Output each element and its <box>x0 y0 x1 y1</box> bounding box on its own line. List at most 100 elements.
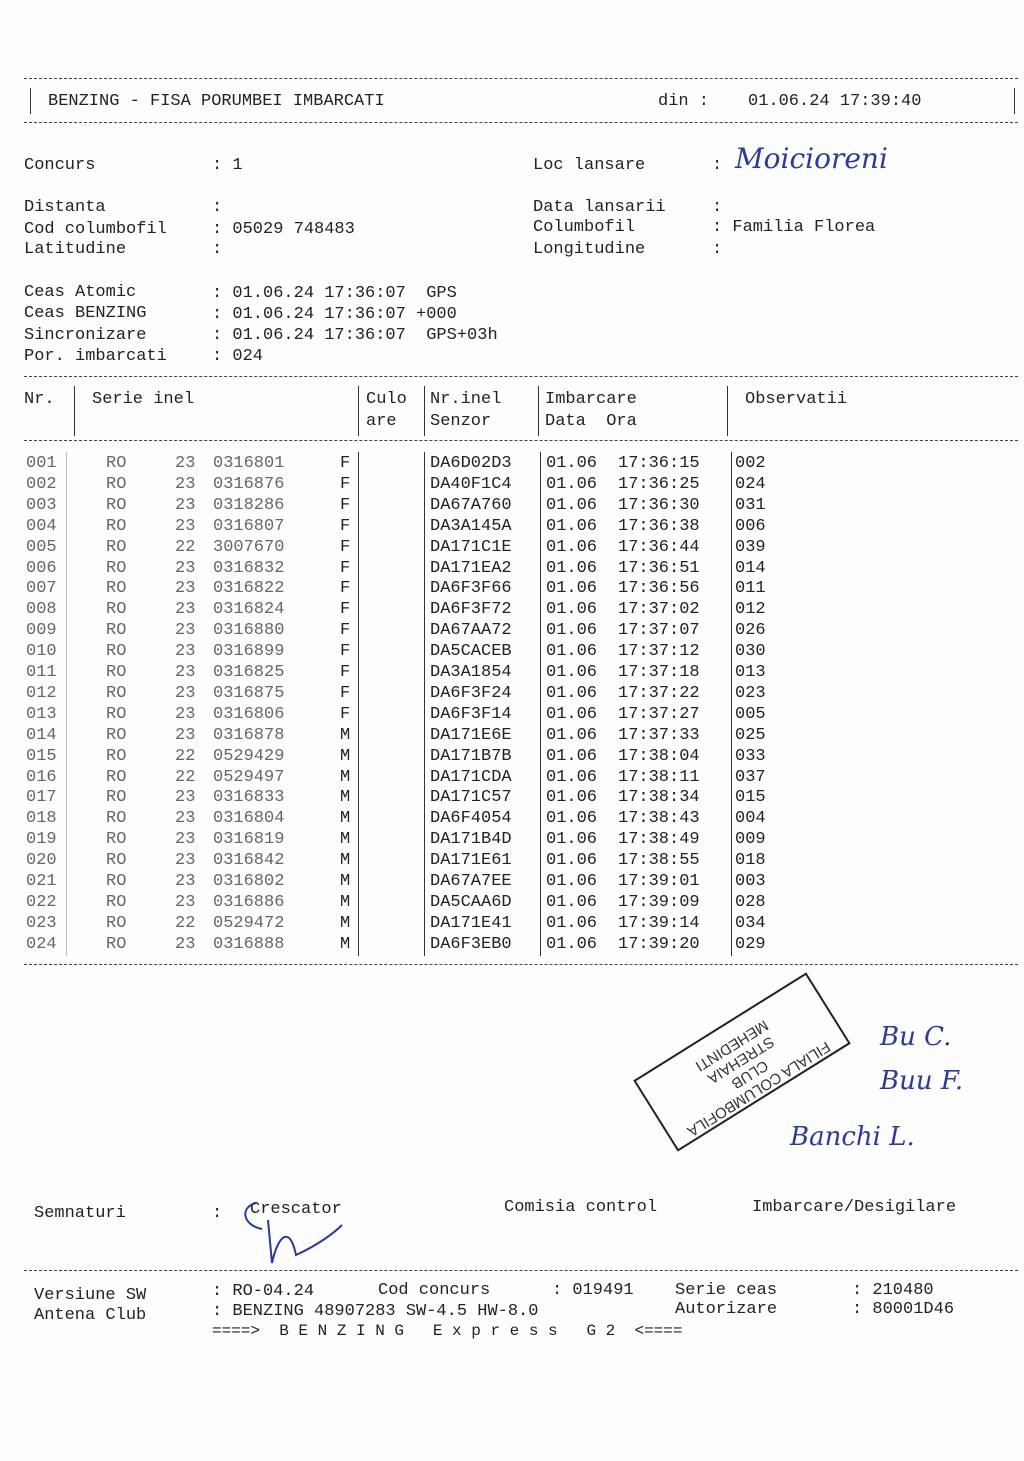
sex: M <box>340 767 351 787</box>
sensor-id: DA171E41 <box>430 913 512 933</box>
table-row: 024 RO 23 0316888 M DA6F3EB0 01.06 17:39:20 029 <box>0 935 1024 956</box>
table-row: 018 RO 23 0316804 M DA6F4054 01.06 17:38:43 004 <box>0 809 1024 830</box>
col-line <box>727 386 728 436</box>
date: 01.06 <box>546 892 598 912</box>
year: 23 <box>175 788 196 808</box>
observation: 026 <box>735 621 766 641</box>
observation: 006 <box>735 516 766 536</box>
time: 17:36:51 <box>618 558 700 578</box>
time: 17:37:22 <box>618 683 700 703</box>
time: 17:38:11 <box>618 767 700 787</box>
country: RO <box>106 454 127 473</box>
ceas-benzing-label: Ceas BENZING <box>24 304 147 323</box>
columbofil-value: : Familia Florea <box>712 218 876 237</box>
box-edge <box>1014 88 1015 114</box>
observation: 033 <box>735 746 766 766</box>
distanta-label: Distanta <box>24 198 106 217</box>
year: 22 <box>175 746 196 766</box>
sex: F <box>340 704 351 724</box>
year: 22 <box>175 913 196 933</box>
sex: M <box>340 892 351 912</box>
sex: M <box>340 851 351 871</box>
year: 23 <box>175 851 196 871</box>
din-value: 01.06.24 17:39:40 <box>748 92 922 111</box>
country: RO <box>106 621 127 641</box>
date: 01.06 <box>546 851 598 871</box>
country: RO <box>106 537 127 557</box>
country: RO <box>106 809 127 829</box>
antena-value: : BENZING 48907283 SW-4.5 HW-8.0 <box>212 1302 539 1321</box>
table-row: 005 RO 22 3007670 F DA171C1E 01.06 17:36:44 039 <box>0 538 1024 559</box>
observation: 018 <box>735 851 766 871</box>
row-nr: 010 <box>26 642 57 662</box>
country: RO <box>106 830 127 850</box>
table-row: 007 RO 23 0316822 F DA6F3F66 01.06 17:36:56 011 <box>0 579 1024 600</box>
date: 01.06 <box>546 474 598 494</box>
ring-number: 0316842 <box>213 851 285 871</box>
time: 17:37:27 <box>618 704 700 724</box>
table-row: 017 RO 23 0316833 M DA171C57 01.06 17:38:34 015 <box>0 788 1024 809</box>
row-nr: 017 <box>26 788 57 808</box>
table-row: 002 RO 23 0316876 F DA40F1C4 01.06 17:36:25 024 <box>0 475 1024 496</box>
row-nr: 009 <box>26 621 57 641</box>
observation: 009 <box>735 830 766 850</box>
ring-number: 0316888 <box>213 934 285 954</box>
sex: M <box>340 934 351 954</box>
country: RO <box>106 642 127 662</box>
year: 23 <box>175 621 196 641</box>
col-line <box>540 452 541 956</box>
time: 17:38:43 <box>618 809 700 829</box>
antena-label: Antena Club <box>34 1306 147 1325</box>
long-value: : <box>712 240 723 259</box>
time: 17:39:20 <box>618 934 700 954</box>
year: 23 <box>175 474 196 494</box>
cod-label: Cod columbofil <box>24 220 167 239</box>
date: 01.06 <box>546 642 598 662</box>
time: 17:38:04 <box>618 746 700 766</box>
country: RO <box>106 767 127 787</box>
date: 01.06 <box>546 830 598 850</box>
header-nr-inel: Nr.inel <box>430 390 502 409</box>
country: RO <box>106 516 127 536</box>
header-culoare: Culo <box>366 390 407 409</box>
lat-value: : <box>212 240 223 259</box>
sensor-id: DA3A145A <box>430 516 512 536</box>
year: 23 <box>175 495 196 515</box>
sensor-id: DA40F1C4 <box>430 474 512 494</box>
sensor-id: DA6F4054 <box>430 809 512 829</box>
cod-concurs-value: : 019491 <box>552 1281 634 1300</box>
country: RO <box>106 872 127 891</box>
ring-number: 0316832 <box>213 558 285 578</box>
table-row: 011 RO 23 0316825 F DA3A1854 01.06 17:37:18 013 <box>0 663 1024 684</box>
date: 01.06 <box>546 558 598 578</box>
country: RO <box>106 558 127 578</box>
country: RO <box>106 725 127 745</box>
time: 17:36:44 <box>618 537 700 557</box>
row-nr: 014 <box>26 725 57 745</box>
observation: 025 <box>735 725 766 745</box>
col-line <box>358 386 359 436</box>
comisia-label: Comisia control <box>504 1198 658 1217</box>
sex: M <box>340 872 351 891</box>
country: RO <box>106 600 127 620</box>
col-line <box>74 386 75 436</box>
observation: 014 <box>735 558 766 578</box>
sex: F <box>340 516 351 536</box>
concurs-label: Concurs <box>24 156 96 175</box>
year: 23 <box>175 934 196 954</box>
divider <box>24 440 1018 441</box>
year: 23 <box>175 642 196 662</box>
crescator-signature <box>244 1202 343 1264</box>
sex: F <box>340 642 351 662</box>
table-row: 001 RO 23 0316801 F DA6D02D3 01.06 17:36:15 002 <box>0 454 1024 475</box>
date: 01.06 <box>546 704 598 724</box>
observation: 012 <box>735 600 766 620</box>
observation: 031 <box>735 495 766 515</box>
year: 23 <box>175 892 196 912</box>
sex: M <box>340 809 351 829</box>
imbarcare-label: Imbarcare/Desigilare <box>752 1198 957 1217</box>
table-row: 020 RO 23 0316842 M DA171E61 01.06 17:38:55 018 <box>0 851 1024 872</box>
year: 23 <box>175 725 196 745</box>
year: 23 <box>175 516 196 536</box>
time: 17:38:55 <box>618 851 700 871</box>
